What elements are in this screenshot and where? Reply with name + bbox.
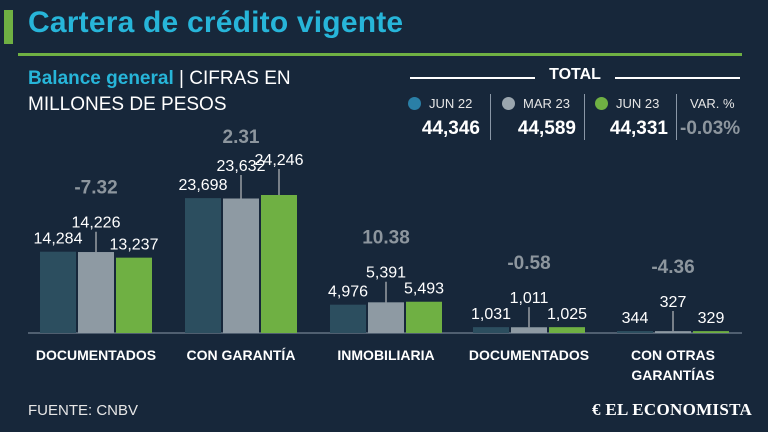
bar-jun22-3: [473, 327, 509, 333]
total-separator: [584, 94, 585, 140]
bar-jun23-1: [261, 195, 297, 333]
data-label: 4,976: [328, 284, 368, 301]
brand-logo: € EL ECONOMISTA: [592, 400, 752, 420]
category-label: INMOBILIARIA: [337, 347, 434, 363]
bar-mar23-4: [655, 331, 691, 333]
bar-mar23-0: [78, 252, 114, 333]
legend-jun22: JUN 22: [408, 96, 472, 111]
data-label: 23,698: [179, 177, 228, 194]
subtitle-line2: MILLONES DE PESOS: [28, 94, 227, 115]
brand-name: EL ECONOMISTA: [605, 400, 753, 419]
bar-mar23-2: [368, 302, 404, 333]
subtitle-rest: | CIFRAS EN: [173, 68, 291, 89]
total-heading: TOTAL: [410, 66, 740, 84]
legend-dot-jun22: [408, 97, 421, 110]
total-value-mar23: 44,589: [517, 118, 576, 139]
variation-label: -0.58: [507, 253, 550, 274]
total-value-jun22: 44,346: [421, 118, 480, 139]
legend-label-jun23: JUN 23: [616, 96, 660, 111]
legend-mar23: MAR 23: [502, 96, 570, 111]
variation-label: -7.32: [74, 178, 117, 199]
source-note: FUENTE: CNBV: [28, 402, 139, 419]
title-rule: [18, 53, 742, 56]
bar-jun23-0: [116, 257, 152, 333]
subtitle: Balance general | CIFRAS EN MILLONES DE …: [28, 66, 291, 118]
brand-e-icon: €: [592, 400, 606, 419]
data-label: 1,011: [510, 290, 549, 307]
category-label: CON GARANTÍA: [187, 347, 296, 363]
category-label: DOCUMENTADOS: [36, 347, 156, 363]
bar-jun23-3: [549, 327, 585, 333]
bar-mar23-3: [511, 327, 547, 333]
bar-jun22-2: [330, 304, 366, 333]
data-label: 5,391: [366, 265, 406, 282]
data-label: 14,226: [72, 215, 121, 232]
data-label: 5,493: [404, 281, 444, 298]
total-value-jun23: 44,331: [609, 118, 668, 139]
bar-jun22-1: [185, 198, 221, 333]
data-label: 24,246: [255, 152, 304, 169]
category-label: CON OTRAS: [631, 347, 715, 363]
subtitle-bold: Balance general: [28, 68, 174, 89]
total-variation-value: -0.03%: [680, 118, 741, 139]
page-title: Cartera de crédito vigente: [28, 6, 404, 39]
data-label: 13,237: [110, 237, 159, 254]
data-label: 329: [698, 310, 725, 327]
legend-label-mar23: MAR 23: [523, 96, 570, 111]
bar-jun23-2: [406, 301, 442, 333]
data-label: 344: [622, 310, 649, 327]
bar-jun23-4: [693, 331, 729, 333]
variation-label: VAR. %: [690, 96, 735, 111]
total-separator: [676, 94, 677, 140]
legend-dot-mar23: [502, 97, 515, 110]
bar-mar23-1: [223, 198, 259, 333]
variation-label: 2.31: [223, 127, 260, 148]
total-separator: [490, 94, 491, 140]
variation-label: 10.38: [362, 228, 410, 249]
category-label: GARANTÍAS: [631, 367, 714, 383]
bar-jun22-4: [617, 331, 653, 333]
category-label: DOCUMENTADOS: [469, 347, 589, 363]
title-accent-bar: [4, 10, 13, 44]
data-label: 1,025: [547, 306, 587, 323]
data-label: 1,031: [471, 306, 511, 323]
variation-label: -4.36: [651, 257, 694, 278]
bar-jun22-0: [40, 251, 76, 333]
legend-dot-jun23: [595, 97, 608, 110]
legend-label-jun22: JUN 22: [429, 96, 473, 111]
data-label: 23,632: [217, 158, 266, 175]
data-label: 327: [660, 294, 687, 311]
legend-jun23: JUN 23: [595, 96, 659, 111]
data-label: 14,284: [34, 231, 83, 248]
